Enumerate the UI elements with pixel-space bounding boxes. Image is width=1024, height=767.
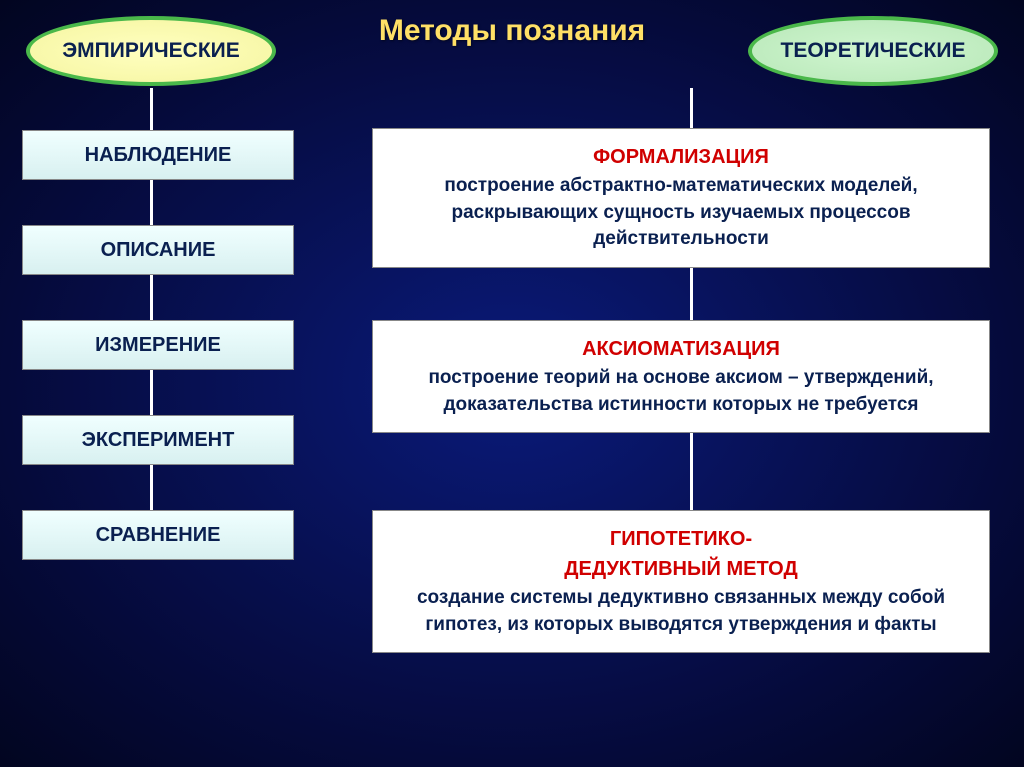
theoretical-header-label: ТЕОРЕТИЧЕСКИЕ xyxy=(781,39,966,63)
left-box-description: ОПИСАНИЕ xyxy=(22,225,294,275)
left-box-label: ОПИСАНИЕ xyxy=(101,239,216,262)
right-box-axiomatization: АКСИОМАТИЗАЦИЯ построение теорий на осно… xyxy=(372,320,990,433)
left-box-experiment: ЭКСПЕРИМЕНТ xyxy=(22,415,294,465)
left-box-observation: НАБЛЮДЕНИЕ xyxy=(22,130,294,180)
right-box-formalization: ФОРМАЛИЗАЦИЯ построение абстрактно-матем… xyxy=(372,128,990,268)
right-box-body: построение абстрактно-математических мод… xyxy=(391,173,971,253)
right-box-heading: ГИПОТЕТИКО- xyxy=(391,525,971,553)
left-box-label: ЭКСПЕРИМЕНТ xyxy=(82,429,235,452)
right-box-body: создание системы дедуктивно связанных ме… xyxy=(391,585,971,638)
right-box-heading: ФОРМАЛИЗАЦИЯ xyxy=(391,143,971,171)
left-box-measurement: ИЗМЕРЕНИЕ xyxy=(22,320,294,370)
left-box-comparison: СРАВНЕНИЕ xyxy=(22,510,294,560)
left-box-label: ИЗМЕРЕНИЕ xyxy=(95,334,221,357)
empirical-header: ЭМПИРИЧЕСКИЕ xyxy=(26,16,276,86)
right-box-sub-heading: ДЕДУКТИВНЫЙ МЕТОД xyxy=(391,555,971,583)
right-box-body: построение теорий на основе аксиом – утв… xyxy=(391,365,971,418)
empirical-header-label: ЭМПИРИЧЕСКИЕ xyxy=(62,39,240,63)
theoretical-header: ТЕОРЕТИЧЕСКИЕ xyxy=(748,16,998,86)
right-box-heading: АКСИОМАТИЗАЦИЯ xyxy=(391,335,971,363)
right-box-hypothetico-deductive: ГИПОТЕТИКО- ДЕДУКТИВНЫЙ МЕТОД создание с… xyxy=(372,510,990,653)
page-title: Методы познания xyxy=(379,14,645,48)
left-box-label: НАБЛЮДЕНИЕ xyxy=(85,144,232,167)
left-box-label: СРАВНЕНИЕ xyxy=(96,524,221,547)
